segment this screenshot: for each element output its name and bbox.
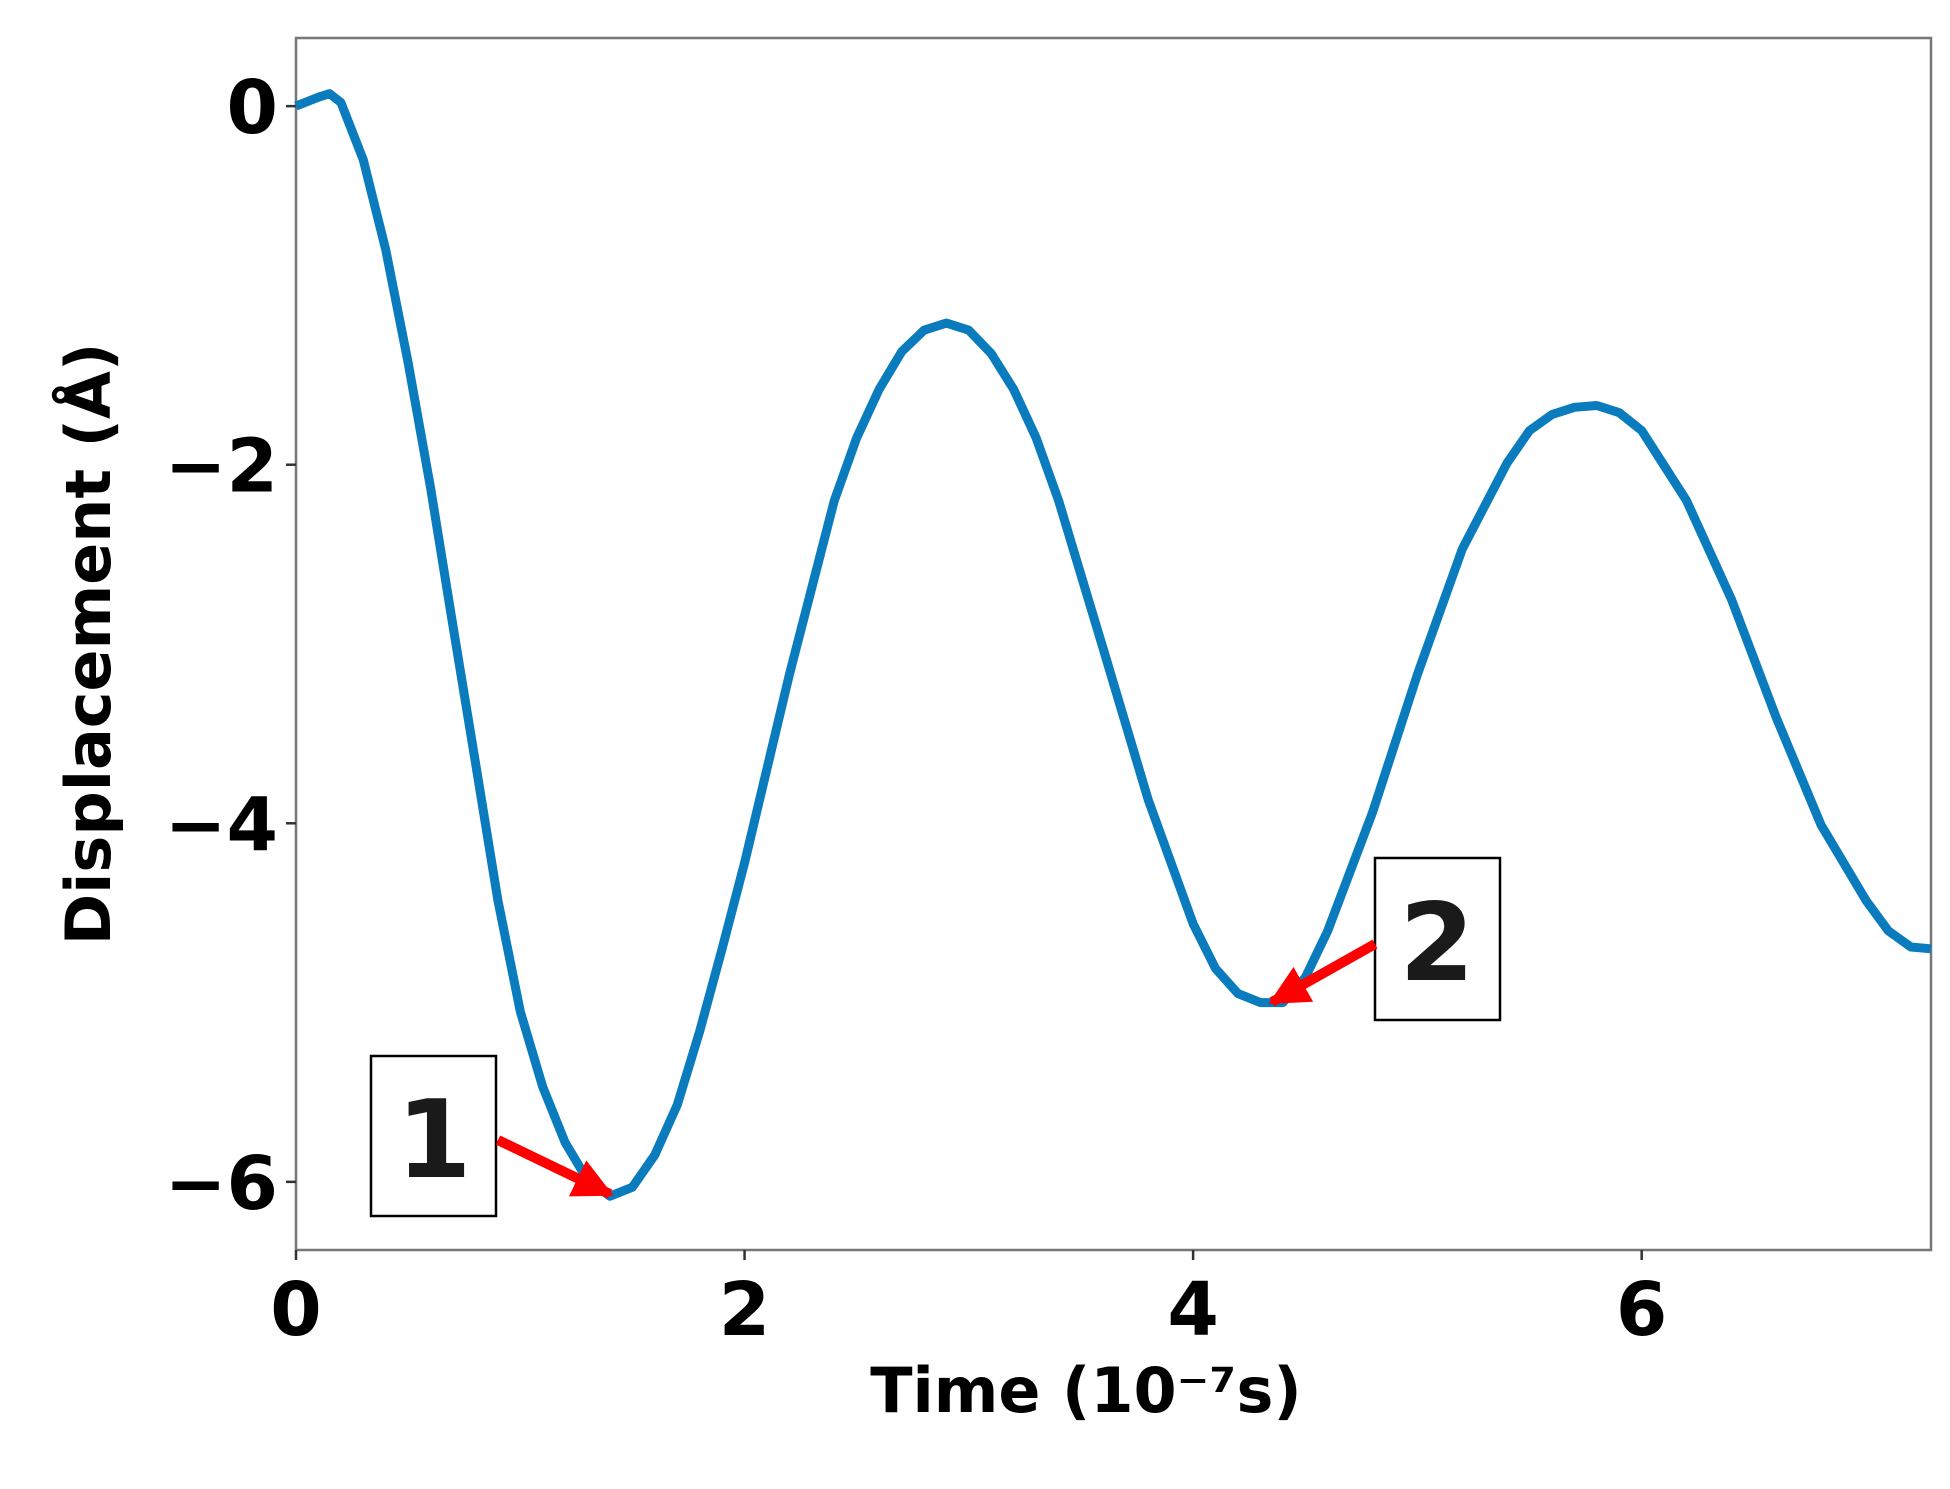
annotations: 1 2	[369, 856, 1502, 1218]
plot-area: 0 2 4 6 −6 −4 −2 0	[165, 65, 1932, 1353]
data-line	[294, 89, 1932, 1201]
x-tick-label: 4	[1167, 1267, 1219, 1353]
y-axis-label: Displacement (Å)	[52, 343, 125, 946]
annotation-arrow	[495, 1135, 614, 1199]
annotation-label: 1	[396, 1078, 471, 1203]
plot-frame	[294, 36, 1933, 1252]
y-tick-label: −6	[165, 1141, 279, 1227]
annotation-arrow	[1268, 939, 1378, 1007]
x-tick-label: 6	[1616, 1267, 1668, 1353]
annotation-box	[1373, 856, 1502, 1022]
x-tick-label: 2	[719, 1267, 771, 1353]
y-tick-label: −2	[165, 424, 279, 510]
annotation-box	[369, 1054, 498, 1218]
y-tick-label: −4	[165, 782, 279, 868]
x-tick-label: 0	[270, 1267, 322, 1353]
y-tick-label: 0	[227, 65, 279, 151]
x-axis-label: Time (10⁻⁷s)	[870, 1354, 1302, 1427]
annotation-label: 2	[1399, 881, 1474, 1006]
